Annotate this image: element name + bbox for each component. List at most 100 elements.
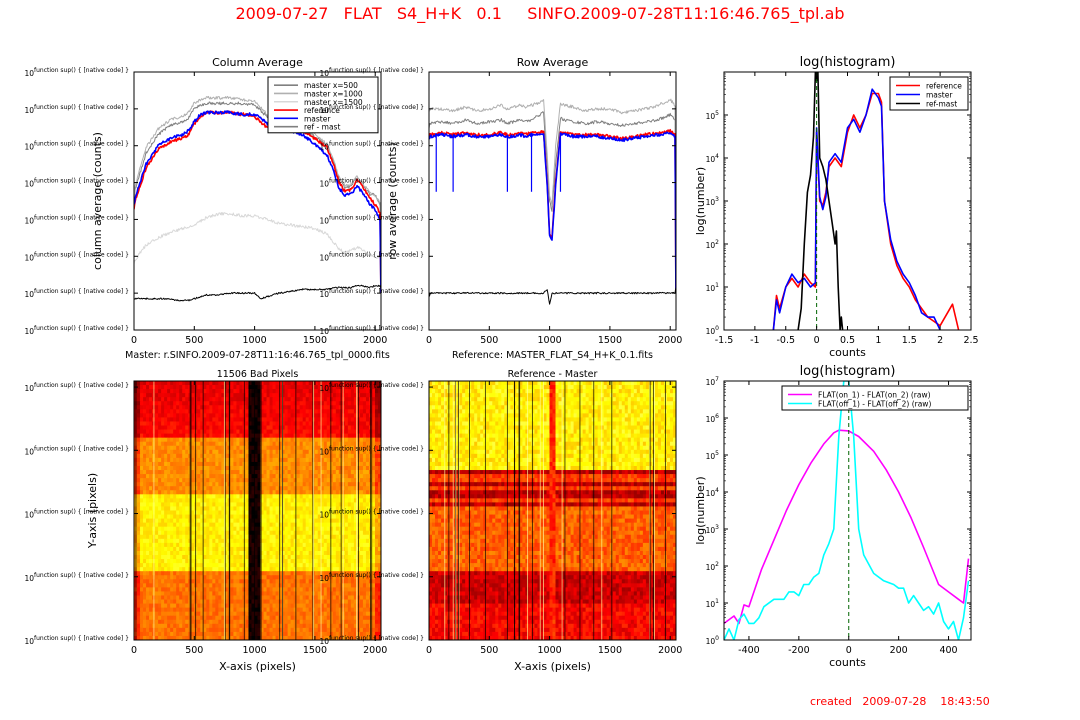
pixel-cell bbox=[179, 381, 183, 386]
pixel-cell bbox=[203, 486, 207, 491]
pixel-cell bbox=[260, 461, 264, 467]
pixel-cell bbox=[329, 453, 334, 459]
pixel-cell bbox=[299, 559, 304, 564]
pixel-cell bbox=[293, 385, 298, 390]
pixel-cell bbox=[263, 409, 267, 414]
pixel-cell bbox=[329, 385, 334, 390]
pixel-cell bbox=[209, 538, 213, 544]
pixel-cell bbox=[212, 478, 216, 483]
pixel-cell bbox=[236, 526, 240, 532]
pixel-cell bbox=[155, 401, 159, 406]
pixel-cell bbox=[353, 571, 358, 576]
pixel-cell bbox=[200, 506, 204, 511]
pixel-cell bbox=[146, 518, 150, 524]
pixel-cell bbox=[182, 522, 186, 528]
pixel-cell bbox=[185, 393, 189, 398]
pixel-cell bbox=[344, 575, 349, 580]
pixel-cell bbox=[260, 550, 264, 556]
pixel-cell bbox=[200, 595, 204, 600]
pixel-cell bbox=[317, 441, 322, 447]
pixel-cell bbox=[353, 490, 358, 495]
y-tick-label: 10function sup() { [native code] } bbox=[24, 141, 129, 152]
pixel-cell bbox=[212, 425, 216, 430]
pixel-cell bbox=[140, 563, 144, 568]
pixel-cell bbox=[170, 465, 174, 471]
pixel-cell bbox=[209, 421, 213, 426]
pixel-cell bbox=[212, 441, 216, 447]
pixel-cell bbox=[218, 510, 222, 515]
pixel-cell bbox=[377, 567, 382, 572]
pixel-cell bbox=[143, 417, 147, 422]
pixel-cell bbox=[335, 591, 340, 596]
pixel-cell bbox=[350, 555, 355, 560]
pixel-cell bbox=[275, 526, 279, 532]
pixel-cell bbox=[161, 550, 165, 556]
pixel-cell bbox=[314, 583, 319, 588]
pixel-cell bbox=[185, 389, 189, 394]
pixel-cell bbox=[296, 530, 301, 536]
pixel-cell bbox=[245, 490, 249, 495]
pixel-cell bbox=[257, 478, 261, 483]
pixel-cell bbox=[302, 542, 307, 548]
pixel-cell bbox=[218, 474, 222, 479]
pixel-cell bbox=[323, 575, 328, 580]
pixel-cell bbox=[263, 559, 267, 564]
pixel-cell bbox=[299, 506, 304, 511]
pixel-cell bbox=[164, 506, 168, 511]
pixel-cell bbox=[137, 417, 141, 422]
pixel-cell bbox=[320, 421, 325, 426]
pixel-cell bbox=[158, 389, 162, 394]
pixel-cell bbox=[257, 599, 261, 604]
pixel-cell bbox=[263, 478, 267, 483]
pixel-cell bbox=[299, 486, 304, 491]
pixel-cell bbox=[251, 587, 255, 592]
pixel-cell bbox=[281, 587, 286, 592]
pixel-cell bbox=[191, 579, 195, 584]
pixel-cell bbox=[347, 591, 352, 596]
y-tick-label: 103 bbox=[706, 196, 720, 207]
pixel-cell bbox=[245, 607, 249, 613]
pixel-cell bbox=[230, 409, 234, 414]
pixel-cell bbox=[335, 413, 340, 418]
pixel-cell bbox=[215, 587, 219, 592]
pixel-cell bbox=[197, 494, 201, 499]
pixel-cell bbox=[308, 465, 313, 471]
pixel-cell bbox=[377, 405, 382, 410]
legend-box bbox=[889, 76, 969, 111]
pixel-cell bbox=[236, 417, 240, 422]
pixel-cell bbox=[299, 603, 304, 609]
pixel-cell bbox=[254, 530, 258, 536]
pixel-cell bbox=[365, 461, 370, 467]
pixel-cell bbox=[263, 381, 267, 386]
pixel-cell bbox=[320, 542, 325, 548]
pixel-cell bbox=[140, 425, 144, 430]
pixel-cell bbox=[347, 470, 352, 475]
pixel-cell bbox=[308, 409, 313, 414]
pixel-cell bbox=[179, 470, 183, 475]
pixel-cell bbox=[257, 470, 261, 475]
pixel-cell bbox=[230, 603, 234, 609]
pixel-cell bbox=[374, 405, 379, 410]
pixel-cell bbox=[179, 607, 183, 613]
pixel-cell bbox=[326, 401, 331, 406]
pixel-cell bbox=[140, 510, 144, 515]
pixel-cell bbox=[143, 555, 147, 560]
pixel-cell bbox=[374, 579, 379, 584]
pixel-cell bbox=[230, 482, 234, 487]
pixel-cell bbox=[221, 546, 225, 552]
pixel-cell bbox=[326, 429, 331, 435]
pixel-cell bbox=[215, 433, 219, 439]
x-tick-label: 500 bbox=[185, 335, 203, 346]
pixel-cell bbox=[269, 453, 273, 459]
pixel-cell bbox=[185, 474, 189, 479]
pixel-cell bbox=[263, 441, 267, 447]
pixel-cell bbox=[176, 607, 180, 613]
pixel-cell bbox=[347, 474, 352, 479]
pixel-cell bbox=[224, 591, 228, 596]
pixel-cell bbox=[236, 498, 240, 503]
pixel-cell bbox=[284, 441, 289, 447]
pixel-cell bbox=[362, 433, 367, 439]
pixel-cell bbox=[365, 433, 370, 439]
pixel-cell bbox=[281, 385, 286, 390]
pixel-cell bbox=[248, 571, 252, 576]
